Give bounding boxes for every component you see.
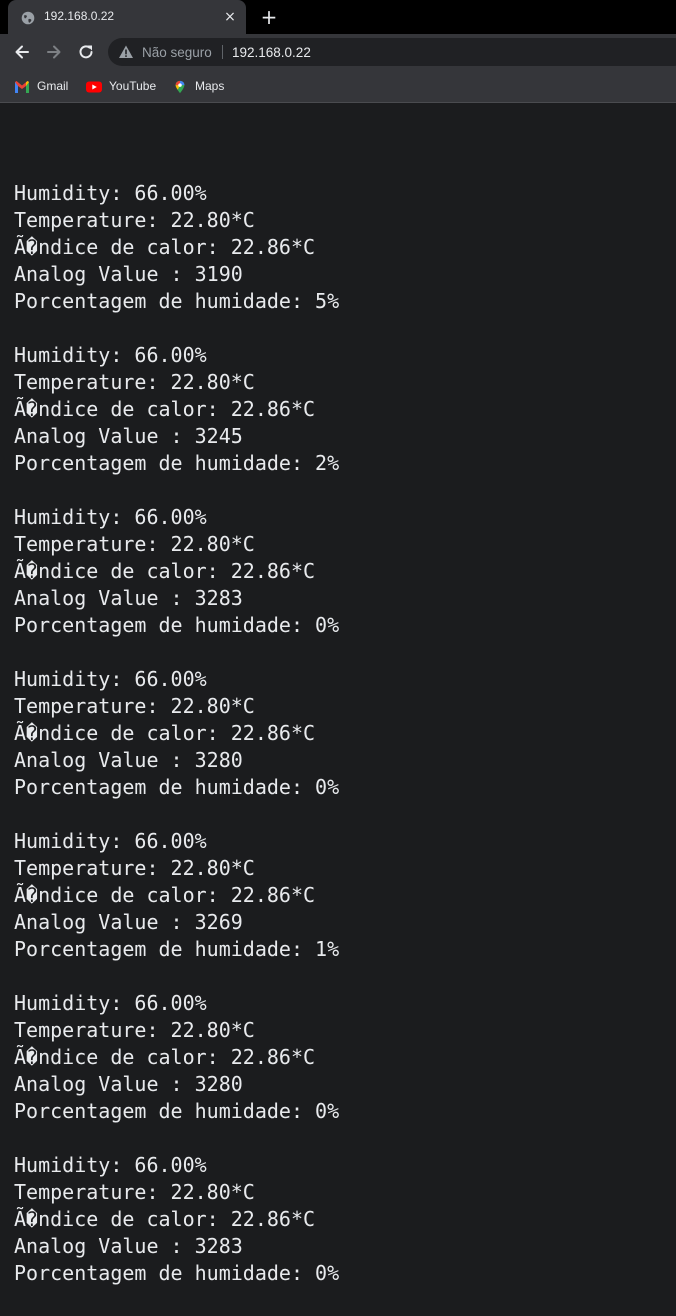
humidity-line: Humidity: 66.00% — [14, 343, 207, 367]
temperature-line: Temperature: 22.80*C — [14, 370, 255, 394]
url-text[interactable]: 192.168.0.22 — [232, 45, 311, 60]
reading-block: Humidity: 66.00% Temperature: 22.80*C Ã�… — [14, 990, 339, 1125]
analog-value-line: Analog Value : 3283 — [14, 1234, 243, 1258]
humidity-line: Humidity: 66.00% — [14, 1153, 207, 1177]
bookmark-youtube[interactable]: YouTube — [86, 76, 162, 96]
soil-humidity-line: Porcentagem de humidade: 1% — [14, 937, 340, 961]
reading-block: Humidity: 66.00% Temperature: 22.80*C Ã�… — [14, 180, 339, 315]
maps-icon — [172, 79, 188, 94]
bookmark-gmail[interactable]: Gmail — [14, 76, 76, 96]
reading-block: Humidity: 66.00% Temperature: 22.80*C Ã�… — [14, 342, 339, 477]
heat-index-line: Ã�ndice de calor: 22.86*C — [14, 235, 316, 259]
heat-index-line: Ã�ndice de calor: 22.86*C — [14, 721, 316, 745]
humidity-line: Humidity: 66.00% — [14, 829, 207, 853]
back-arrow-icon[interactable] — [12, 42, 32, 62]
globe-icon — [21, 10, 35, 25]
heat-index-line: Ã�ndice de calor: 22.86*C — [14, 559, 316, 583]
page-content: Humidity: 66.00% Temperature: 22.80*C Ã�… — [0, 103, 676, 1316]
tab-title: 192.168.0.22 — [44, 9, 115, 23]
bookmark-maps[interactable]: Maps — [172, 76, 232, 96]
temperature-line: Temperature: 22.80*C — [14, 532, 255, 556]
temperature-line: Temperature: 22.80*C — [14, 856, 255, 880]
temperature-line: Temperature: 22.80*C — [14, 1180, 255, 1204]
analog-value-line: Analog Value : 3283 — [14, 586, 243, 610]
new-tab-button[interactable]: + — [260, 5, 278, 29]
reading-block: Humidity: 66.00% Temperature: 22.80*C Ã�… — [14, 666, 339, 801]
analog-value-line: Analog Value : 3280 — [14, 748, 243, 772]
heat-index-line: Ã�ndice de calor: 22.86*C — [14, 1045, 316, 1069]
analog-value-line: Analog Value : 3280 — [14, 1072, 243, 1096]
soil-humidity-line: Porcentagem de humidade: 0% — [14, 1261, 340, 1285]
humidity-line: Humidity: 66.00% — [14, 991, 207, 1015]
temperature-line: Temperature: 22.80*C — [14, 1018, 255, 1042]
reading-block: Humidity: 66.00% Temperature: 22.80*C Ã�… — [14, 1152, 339, 1287]
reading-block: Humidity: 66.00% Temperature: 22.80*C Ã�… — [14, 504, 339, 639]
analog-value-line: Analog Value : 3190 — [14, 262, 243, 286]
bookmarks-bar: Gmail YouTube Maps — [0, 70, 676, 103]
omnibox-divider — [222, 45, 223, 59]
analog-value-line: Analog Value : 3245 — [14, 424, 243, 448]
bookmark-label: Maps — [195, 79, 225, 93]
close-icon[interactable]: × — [224, 9, 236, 25]
tab-strip: 192.168.0.22 × + — [0, 0, 676, 34]
browser-tab[interactable]: 192.168.0.22 × — [8, 0, 246, 34]
address-bar[interactable]: Não seguro 192.168.0.22 — [108, 38, 676, 66]
sensor-readings: Humidity: 66.00% Temperature: 22.80*C Ã�… — [14, 180, 339, 1314]
soil-humidity-line: Porcentagem de humidade: 0% — [14, 775, 340, 799]
reload-icon[interactable] — [76, 42, 96, 62]
browser-toolbar: Não seguro 192.168.0.22 — [0, 34, 676, 70]
temperature-line: Temperature: 22.80*C — [14, 208, 255, 232]
reading-block: Humidity: 66.00% Temperature: 22.80*C Ã�… — [14, 828, 339, 963]
soil-humidity-line: Porcentagem de humidade: 2% — [14, 451, 340, 475]
temperature-line: Temperature: 22.80*C — [14, 694, 255, 718]
analog-value-line: Analog Value : 3269 — [14, 910, 243, 934]
security-status[interactable]: Não seguro — [142, 45, 212, 60]
warning-icon[interactable] — [118, 44, 134, 60]
heat-index-line: Ã�ndice de calor: 22.86*C — [14, 397, 316, 421]
humidity-line: Humidity: 66.00% — [14, 181, 207, 205]
soil-humidity-line: Porcentagem de humidade: 0% — [14, 1099, 340, 1123]
humidity-line: Humidity: 66.00% — [14, 505, 207, 529]
forward-arrow-icon[interactable] — [44, 42, 64, 62]
gmail-icon — [14, 79, 30, 93]
youtube-icon — [86, 79, 102, 93]
heat-index-line: Ã�ndice de calor: 22.86*C — [14, 883, 316, 907]
soil-humidity-line: Porcentagem de humidade: 5% — [14, 289, 340, 313]
bookmark-label: YouTube — [109, 79, 157, 93]
heat-index-line: Ã�ndice de calor: 22.86*C — [14, 1207, 316, 1231]
humidity-line: Humidity: 66.00% — [14, 667, 207, 691]
bookmark-label: Gmail — [37, 79, 69, 93]
soil-humidity-line: Porcentagem de humidade: 0% — [14, 613, 340, 637]
